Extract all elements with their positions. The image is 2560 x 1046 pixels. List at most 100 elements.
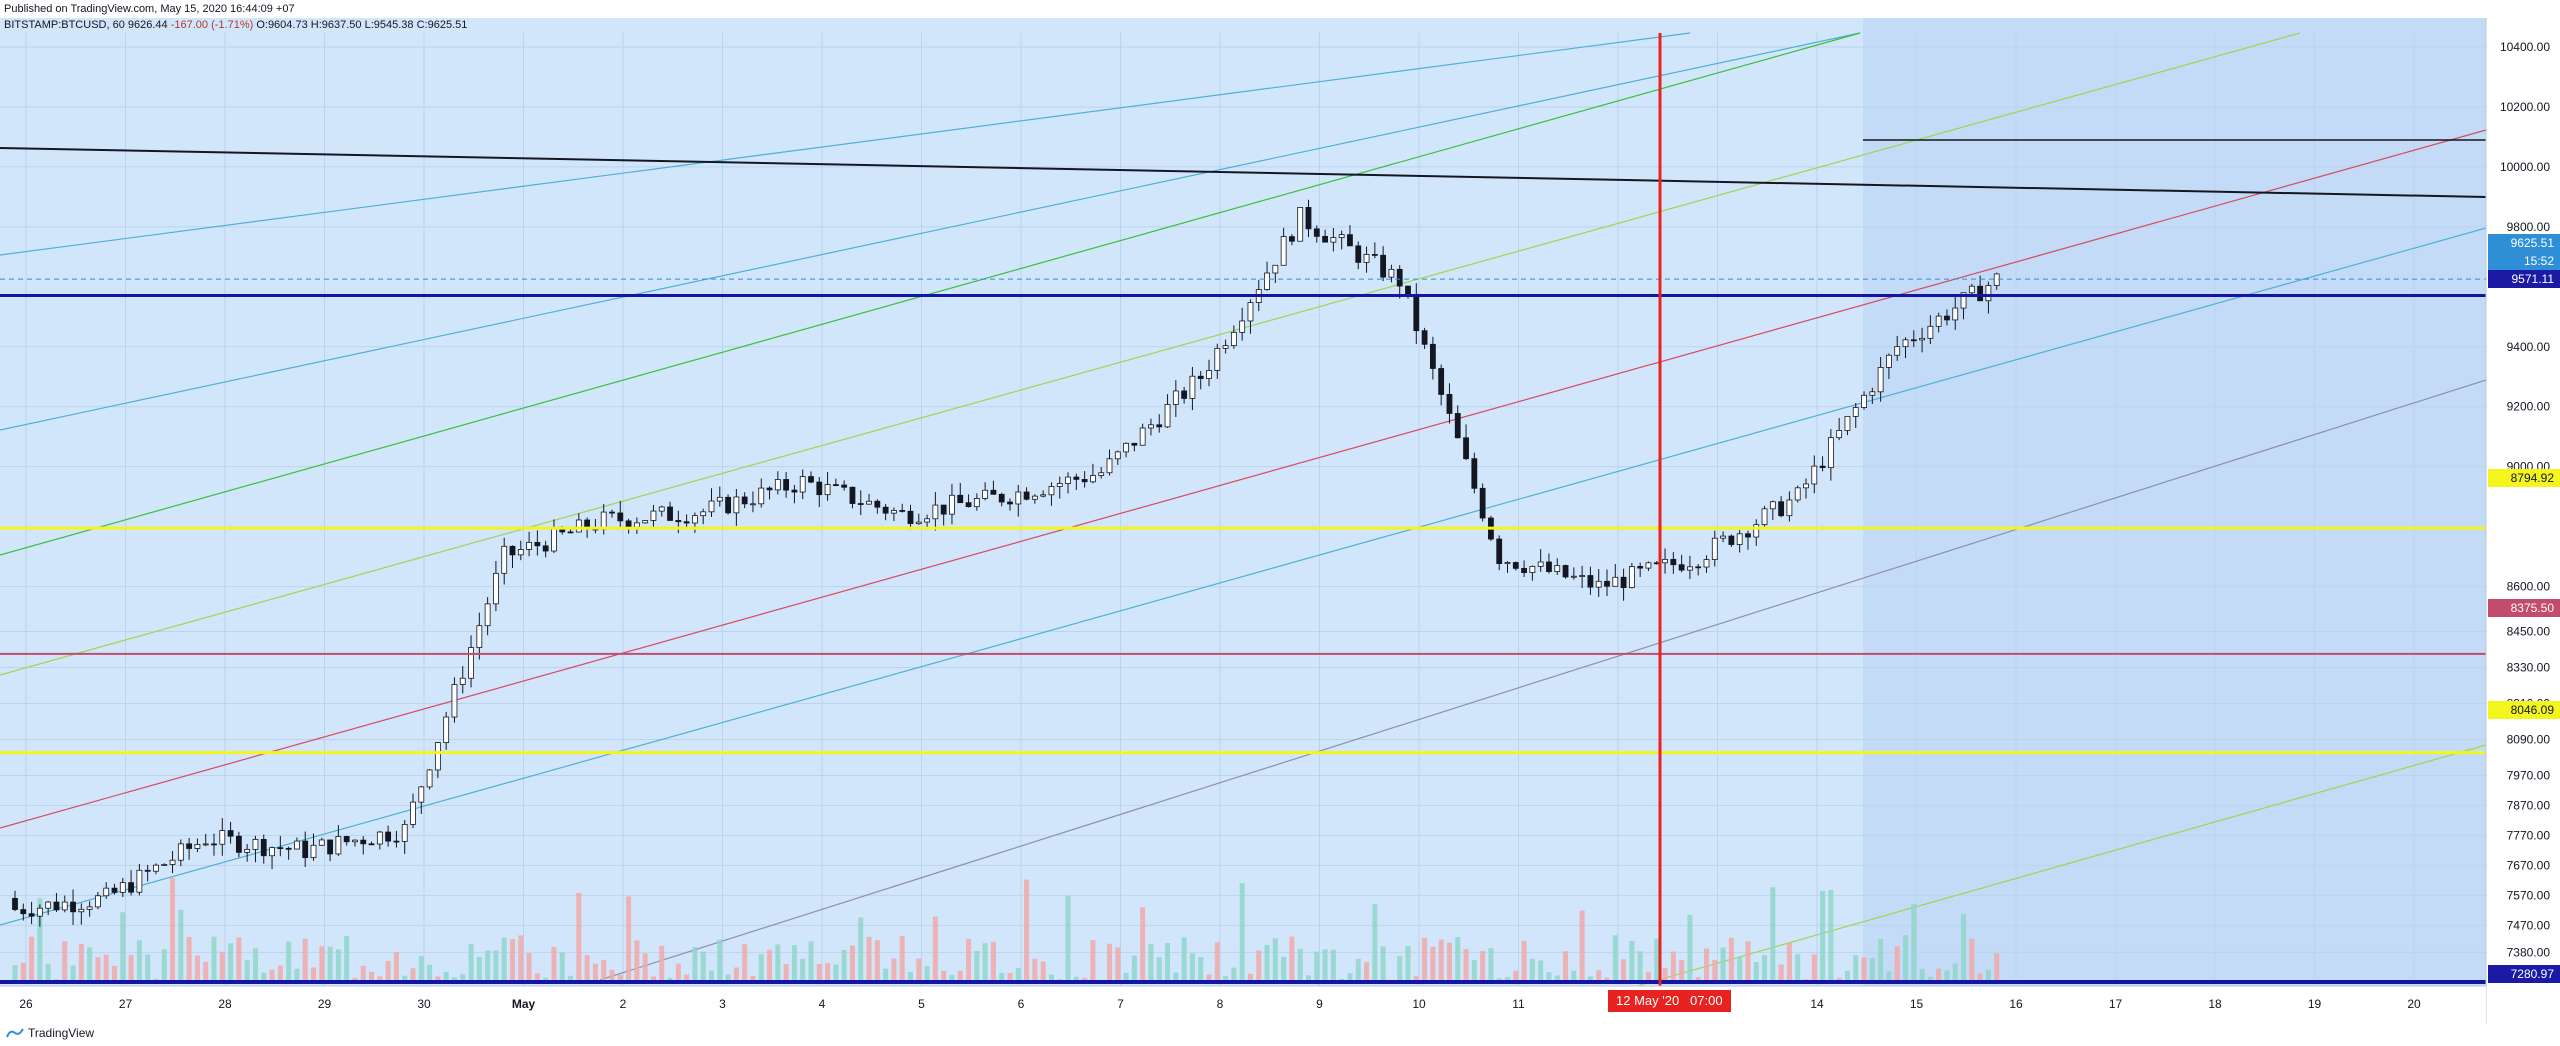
y-tick-label: 10400.00	[2500, 40, 2550, 54]
candle-body	[1720, 535, 1726, 539]
candle-body	[1247, 302, 1254, 322]
volume-bar	[526, 953, 532, 984]
x-tick-label: 3	[719, 997, 726, 1011]
chart-header: Published on TradingView.com, May 15, 20…	[4, 1, 2544, 35]
volume-bar	[1521, 940, 1527, 984]
volume-bar	[617, 974, 623, 984]
candle-body	[1595, 580, 1602, 588]
candle-body	[973, 498, 980, 508]
candle-body	[269, 847, 275, 857]
candle-body	[493, 572, 499, 605]
volume-bar	[1040, 961, 1046, 984]
volume-bar	[360, 965, 366, 984]
volume-bar	[1654, 938, 1660, 984]
candle-body	[318, 839, 325, 846]
candle-body	[816, 481, 823, 496]
candle-body	[783, 479, 790, 491]
candle-body	[1827, 437, 1834, 469]
volume-bar	[1397, 956, 1403, 984]
volume-bar	[1538, 960, 1544, 984]
volume-bar	[1745, 941, 1751, 984]
candle-body	[1413, 293, 1420, 332]
volume-bar	[1728, 937, 1734, 984]
candle-body	[1454, 413, 1461, 439]
candle-body	[633, 522, 640, 528]
volume-bar	[344, 936, 350, 984]
candle-body	[1446, 394, 1453, 414]
candle-body	[1753, 524, 1760, 538]
volume-bar	[170, 877, 176, 984]
candle-body	[360, 839, 367, 845]
volume-bar	[427, 964, 433, 984]
volume-bar	[1844, 970, 1850, 984]
candle-body	[534, 541, 541, 547]
volume-bar	[1546, 972, 1552, 984]
candle-body	[1330, 237, 1337, 243]
volume-bar	[1247, 973, 1253, 984]
volume-bar	[1156, 957, 1162, 984]
volume-bar	[501, 937, 507, 984]
volume-bar	[369, 971, 375, 984]
volume-bar	[1687, 914, 1693, 984]
candle-body	[1289, 236, 1295, 242]
volume-bar	[95, 957, 101, 984]
candle-body	[194, 844, 201, 849]
volume-bar	[1364, 962, 1370, 984]
candle-body	[725, 496, 731, 514]
candle-body	[1181, 390, 1188, 399]
candle-body	[1496, 538, 1503, 564]
volume-bar	[1148, 944, 1154, 984]
candle-body	[1819, 465, 1826, 469]
candle-body	[791, 489, 798, 493]
candle-body	[443, 716, 450, 743]
candle-body	[1347, 234, 1353, 247]
candle-body	[940, 504, 947, 515]
x-tick-label: 14	[1810, 997, 1824, 1011]
candle-body	[1985, 285, 1992, 302]
candle-body	[376, 831, 383, 845]
volume-bar	[990, 941, 996, 984]
volume-bar	[518, 935, 524, 984]
candle-body	[750, 503, 756, 506]
candle-body	[1073, 476, 1080, 480]
candle-body	[1579, 575, 1586, 577]
candle-body	[1811, 465, 1818, 485]
volume-bar	[1115, 947, 1121, 984]
volume-bar	[236, 937, 242, 984]
volume-bar	[949, 975, 955, 984]
candle-body	[1090, 475, 1096, 483]
candle-body	[1886, 354, 1892, 368]
candle-body	[1902, 339, 1909, 348]
price-label: 8046.09	[2488, 701, 2560, 719]
volume-bar	[1297, 949, 1303, 984]
candle-body	[468, 647, 474, 679]
volume-bar	[592, 963, 598, 984]
volume-bar	[568, 975, 574, 984]
volume-bar	[1231, 967, 1237, 984]
volume-bar	[1206, 974, 1212, 984]
volume-bar	[418, 955, 424, 984]
candle-body	[1429, 343, 1436, 369]
candle-body	[1944, 315, 1950, 321]
volume-bar	[1944, 970, 1950, 984]
candle-body	[136, 869, 143, 893]
candle-body	[907, 510, 914, 525]
candle-body	[1239, 320, 1246, 333]
volume-bar	[1239, 883, 1245, 984]
candle-body	[161, 864, 168, 866]
x-tick-label: 8	[1217, 997, 1224, 1011]
x-tick-label: 29	[318, 997, 332, 1011]
volume-bar	[808, 941, 814, 984]
volume-bar	[534, 973, 540, 984]
candle-body	[1015, 491, 1022, 505]
volume-bar	[1281, 956, 1287, 984]
x-tick-label: 20	[2407, 997, 2421, 1011]
candle-body	[832, 484, 839, 486]
price-axis	[2486, 18, 2560, 1024]
candle-body	[675, 520, 682, 523]
candle-body	[774, 479, 781, 491]
candle-body	[1405, 285, 1411, 295]
channel-line	[0, 32, 1861, 431]
candle-body	[1546, 561, 1552, 572]
